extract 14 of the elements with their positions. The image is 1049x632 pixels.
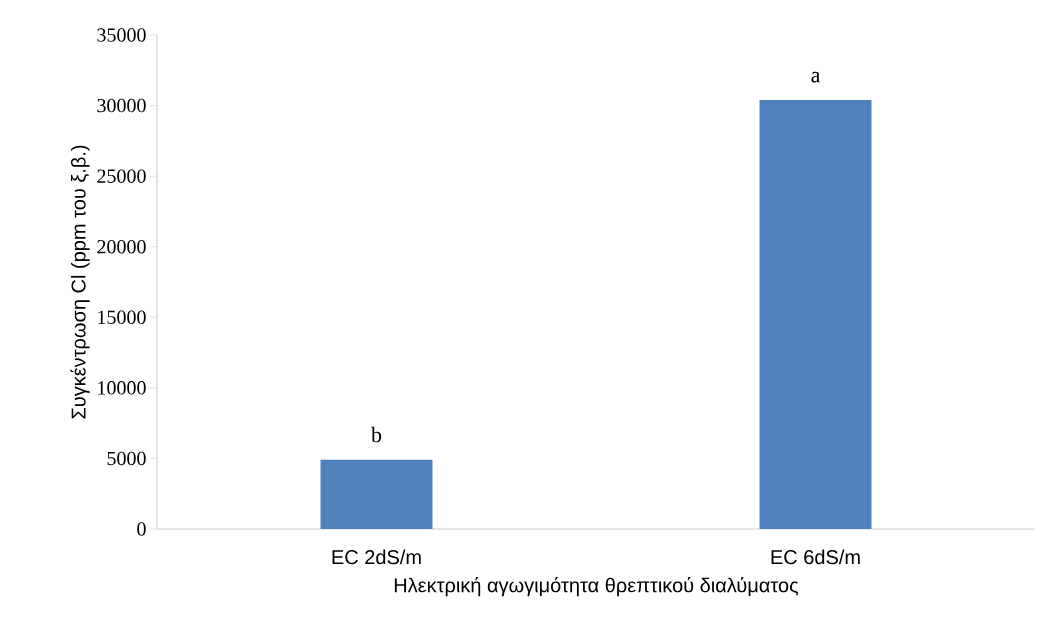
- y-tick-label: 0: [137, 522, 146, 536]
- y-tick-label: 5000: [107, 451, 146, 466]
- annotation: a: [811, 71, 821, 83]
- x-tick-label: EC 6dS/m: [771, 549, 860, 565]
- x-axis-title: Ηλεκτρική αγωγιμότητα θρεπτικού διαλύματος: [394, 577, 799, 597]
- y-tick-label: 35000: [97, 28, 146, 42]
- x-tick-label: EC 2dS/m: [332, 549, 421, 565]
- y-axis-title: Συγκέντρωση Cl (ppm του ξ.β.): [70, 145, 90, 419]
- annotation: b: [371, 426, 382, 443]
- y-tick-label: 20000: [97, 239, 146, 254]
- y-tick-label: 25000: [97, 169, 146, 183]
- y-tick-label: 30000: [97, 98, 146, 113]
- y-tick-label: 15000: [98, 310, 146, 325]
- y-tick-label: 10000: [98, 381, 146, 395]
